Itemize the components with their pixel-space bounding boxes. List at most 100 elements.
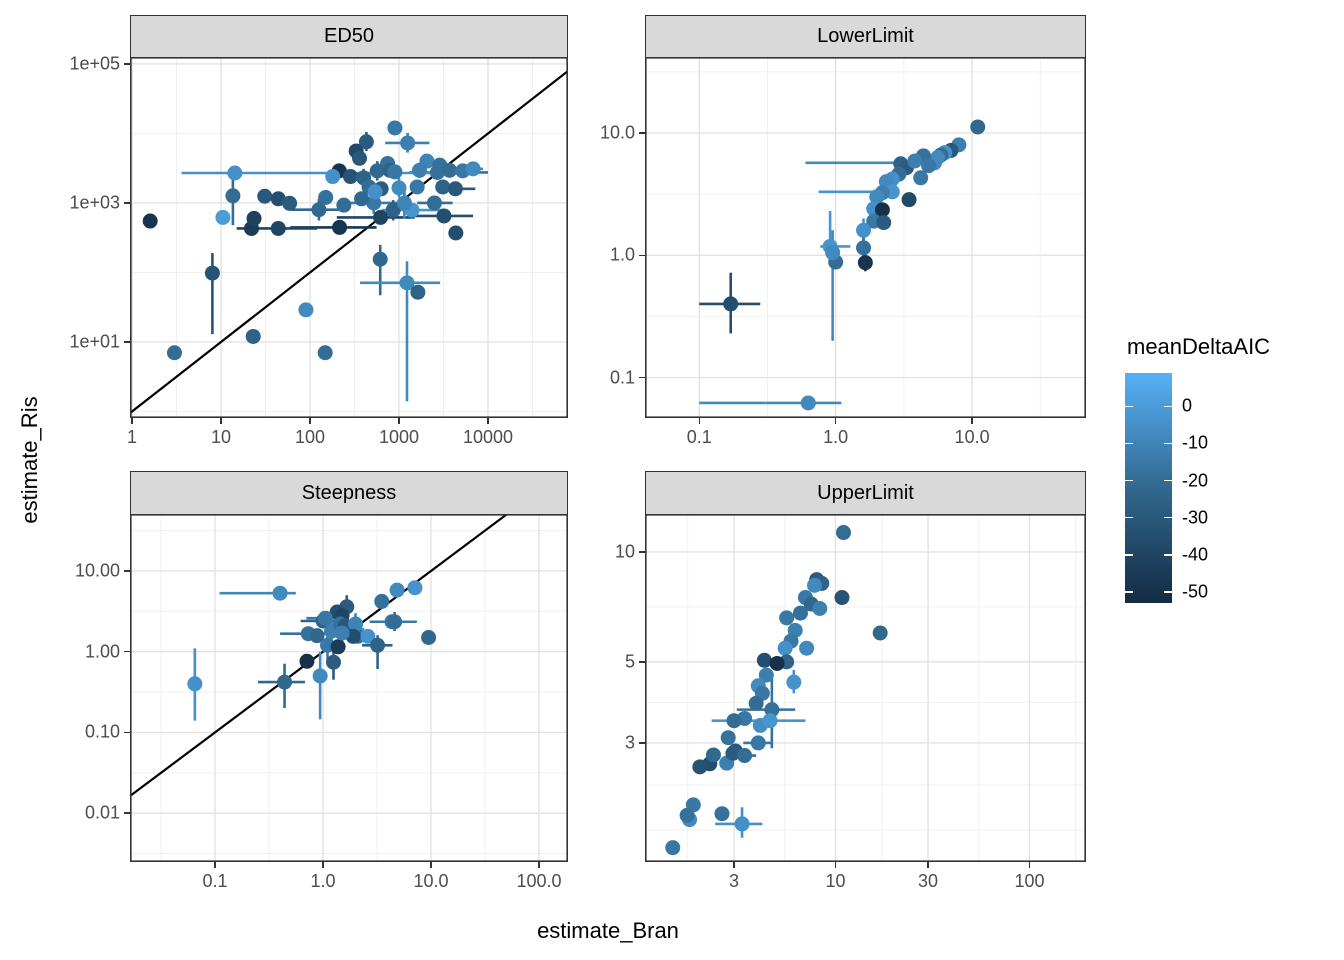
facet-strip-label: LowerLimit — [817, 25, 914, 47]
data-point — [358, 134, 374, 150]
panel-border — [645, 514, 1086, 862]
x-tick-mark — [309, 418, 311, 424]
x-tick-mark — [538, 862, 540, 868]
x-tick-mark — [834, 862, 837, 868]
data-point — [246, 210, 262, 226]
y-tick-label: 10 — [614, 541, 635, 562]
data-point — [762, 713, 778, 729]
data-point — [367, 184, 383, 200]
legend-tick-mark — [1125, 516, 1133, 519]
data-point — [872, 625, 888, 641]
data-point — [913, 170, 929, 186]
data-point — [342, 169, 358, 185]
y-tick-label: 1e+01 — [69, 331, 120, 352]
legend-tick-mark — [1164, 405, 1172, 408]
facet-strip-steepness: Steepness — [130, 471, 568, 515]
legend-tick-label: -50 — [1182, 581, 1209, 602]
y-tick-label: 3 — [624, 732, 635, 753]
x-tick-label: 0.1 — [202, 871, 228, 891]
legend-tick-mark — [1125, 405, 1133, 408]
data-point — [447, 181, 463, 197]
facet-strip-label: UpperLimit — [817, 481, 914, 504]
data-point — [142, 213, 158, 229]
data-point — [325, 654, 341, 670]
data-point — [166, 345, 182, 361]
y-tick-label: 1e+05 — [69, 53, 120, 74]
identity-line — [130, 69, 568, 415]
x-tick-mark — [834, 418, 837, 424]
y-tick-mark — [639, 376, 645, 379]
data-point — [270, 191, 286, 207]
data-point — [812, 600, 828, 616]
data-point — [750, 735, 766, 751]
x-tick-mark — [971, 418, 973, 424]
facet-strip-lowerlimit: LowerLimit — [645, 15, 1086, 58]
data-point — [272, 585, 288, 601]
data-point — [756, 652, 772, 668]
x-tick-mark — [220, 418, 222, 424]
data-point — [373, 209, 389, 225]
data-point — [725, 745, 741, 761]
x-tick-label: 10.0 — [954, 427, 990, 447]
data-point — [334, 625, 350, 641]
y-tick-mark — [124, 63, 130, 65]
data-point — [332, 219, 348, 235]
facet-strip-upperlimit: UpperLimit — [645, 471, 1086, 515]
panel-ed50-plot — [130, 57, 568, 418]
x-tick-mark — [322, 862, 324, 868]
legend-tick-mark — [1125, 591, 1133, 593]
panel-border — [130, 514, 568, 862]
legend-tick-label: -30 — [1182, 507, 1209, 528]
x-tick-label: 1000 — [378, 427, 420, 447]
data-point — [366, 195, 382, 211]
data-point — [374, 593, 390, 609]
legend-tick-mark — [1164, 554, 1172, 556]
data-point — [318, 189, 334, 205]
data-point — [874, 202, 890, 218]
data-point — [901, 192, 917, 208]
y-axis-title: estimate_Ris — [17, 396, 42, 524]
data-point — [825, 245, 841, 261]
legend-tick-mark — [1164, 591, 1172, 593]
x-tick-label: 100 — [294, 427, 326, 447]
x-tick-mark — [131, 418, 133, 424]
legend-colorbar — [1125, 373, 1172, 603]
data-point — [387, 120, 403, 136]
legend-tick-label: 0 — [1182, 395, 1193, 416]
panel-border — [130, 57, 568, 418]
legend-tick-mark — [1164, 516, 1172, 519]
facet-strip-ed50: ED50 — [130, 15, 568, 58]
x-tick-mark — [1028, 862, 1031, 868]
y-tick-mark — [639, 661, 645, 663]
y-tick-mark — [639, 551, 645, 553]
y-tick-label: 1.00 — [84, 641, 120, 662]
data-point — [299, 653, 315, 669]
y-tick-mark — [124, 650, 130, 653]
data-point — [734, 816, 750, 832]
data-point — [360, 628, 376, 644]
data-point — [465, 161, 481, 177]
y-tick-mark — [124, 570, 130, 572]
y-tick-label: 10.00 — [74, 560, 120, 581]
data-point — [317, 345, 333, 361]
data-point — [257, 188, 273, 204]
data-point — [726, 713, 742, 729]
data-point — [389, 582, 405, 598]
y-tick-label: 0.01 — [84, 802, 120, 823]
y-tick-mark — [124, 202, 130, 204]
legend-tick-mark — [1164, 442, 1172, 445]
x-tick-label: 10 — [825, 871, 846, 891]
data-point — [748, 695, 764, 711]
data-point — [807, 577, 823, 593]
y-tick-mark — [124, 341, 130, 343]
x-tick-label: 0.1 — [686, 427, 712, 447]
x-tick-label: 10.0 — [413, 871, 449, 891]
data-point — [409, 179, 425, 195]
data-point — [387, 164, 403, 180]
x-tick-label: 1 — [127, 427, 138, 447]
data-point — [325, 169, 341, 185]
data-point — [282, 195, 298, 211]
data-point — [270, 220, 286, 236]
x-tick-mark — [214, 862, 216, 868]
x-tick-label: 1.0 — [310, 871, 336, 891]
